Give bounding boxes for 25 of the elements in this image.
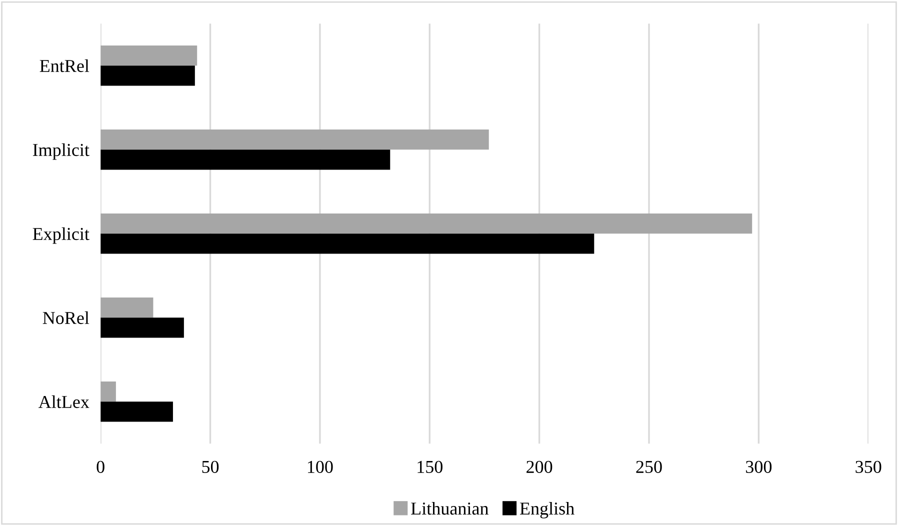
- bar: [100, 402, 173, 422]
- y-tick-label: Implicit: [32, 143, 90, 160]
- x-tick-label: 0: [96, 460, 104, 473]
- bar: [100, 381, 116, 402]
- bar: [100, 45, 198, 66]
- y-tick-label: EntRel: [40, 59, 90, 72]
- x-tick-label: 250: [636, 460, 662, 473]
- bar: [100, 297, 154, 318]
- x-tick-label: 350: [856, 460, 882, 473]
- y-tick-label: Explicit: [32, 227, 90, 244]
- x-tick-label: 150: [418, 460, 442, 473]
- x-tick-label: 50: [202, 460, 219, 473]
- bar: [100, 318, 184, 338]
- x-tick-label: 100: [308, 460, 333, 473]
- x-tick-label: 300: [746, 460, 772, 473]
- bar: [100, 213, 752, 234]
- y-tick-label: AltLex: [38, 395, 90, 408]
- x-tick-label: 200: [526, 460, 552, 473]
- legend-label: English: [520, 502, 574, 518]
- bar: [100, 129, 489, 150]
- legend-label: Lithuanian: [411, 502, 488, 515]
- y-tick-label: NoRel: [42, 311, 90, 324]
- bar: [100, 66, 195, 86]
- bar: [100, 150, 390, 170]
- bar: [100, 234, 594, 254]
